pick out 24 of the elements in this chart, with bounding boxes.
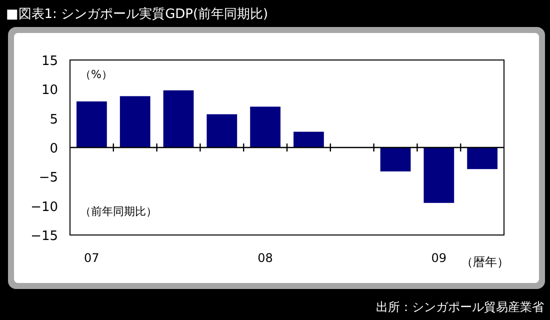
x-axis-title: （暦年） (461, 255, 509, 269)
x-tick-label: 08 (258, 251, 273, 265)
y-tick-label: −15 (30, 229, 58, 244)
bar (424, 148, 454, 203)
bar (76, 101, 107, 148)
annotation: （前年同期比） (80, 205, 157, 218)
annotation: （%） (80, 68, 112, 81)
x-tick-label: 09 (431, 251, 447, 265)
y-tick-label: −5 (38, 170, 58, 186)
bar (294, 132, 324, 148)
bar (250, 106, 280, 148)
bar (206, 114, 238, 148)
y-tick-label: 5 (50, 112, 58, 128)
y-tick-label: −10 (30, 200, 58, 215)
bar (467, 148, 498, 170)
text: 出所：シンガポール貿易産業省 (376, 300, 544, 314)
bar (380, 148, 411, 172)
y-tick-label: 10 (41, 83, 58, 98)
y-tick-label: 15 (41, 54, 58, 69)
bar (163, 90, 194, 148)
x-tick-label: 07 (84, 251, 100, 265)
bar (120, 96, 150, 148)
y-tick-label: 0 (50, 142, 58, 156)
chart-title: ■図表1: シンガポール実質GDP(前年同期比) (6, 6, 268, 22)
